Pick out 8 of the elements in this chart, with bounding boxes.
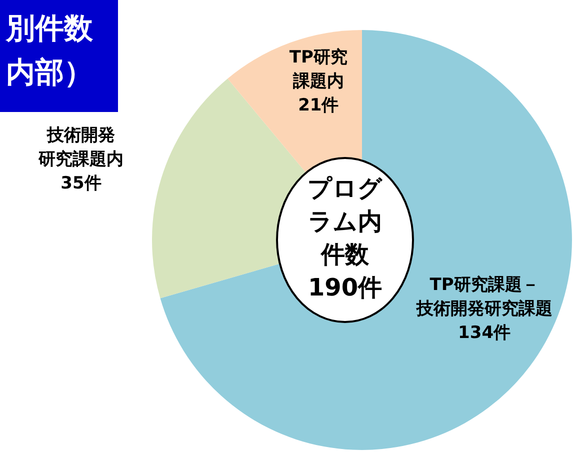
text: プログラム内件数190件 [308, 174, 384, 302]
slice-label: TP研究課題－技術開発研究課題 [415, 274, 552, 319]
data-label: 35件 [60, 173, 102, 194]
slice-label: 技術開発研究課題内 [38, 125, 124, 170]
data-label: 21件 [298, 95, 339, 116]
data-label: 134件 [458, 322, 511, 343]
slice-label: TP研究課題内 [289, 47, 348, 92]
chart-title: 別件数内部） [0, 0, 118, 112]
